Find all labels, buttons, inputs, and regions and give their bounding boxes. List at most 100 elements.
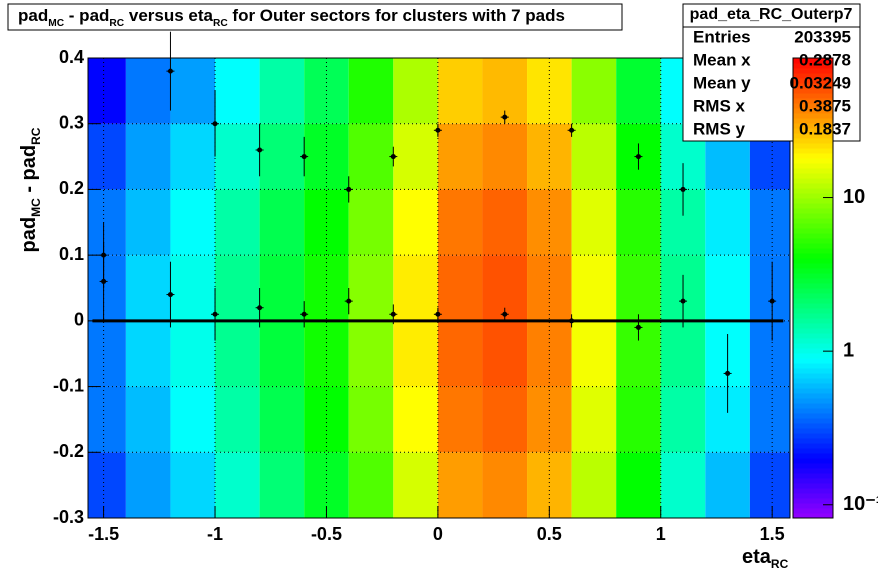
colorbar-strip bbox=[793, 153, 833, 159]
colorbar-strip bbox=[793, 473, 833, 479]
colorbar-strip bbox=[793, 73, 833, 79]
cell bbox=[348, 189, 394, 256]
cell bbox=[616, 189, 661, 256]
chart-title: padMC - padRC versus etaRC for Outer sec… bbox=[18, 6, 565, 28]
cell bbox=[749, 452, 790, 518]
cell bbox=[215, 452, 260, 518]
cell bbox=[482, 386, 528, 453]
point bbox=[212, 311, 218, 317]
cell bbox=[215, 255, 260, 321]
point bbox=[346, 298, 352, 304]
label-part: for Outer sectors for clusters with 7 pa… bbox=[228, 6, 565, 25]
cell bbox=[393, 386, 438, 453]
cell bbox=[170, 123, 216, 190]
cell bbox=[393, 189, 438, 256]
x-tick-label: -1.5 bbox=[88, 524, 119, 544]
colorbar-strip bbox=[793, 58, 833, 64]
stats-label: Mean x bbox=[693, 50, 751, 69]
point bbox=[101, 278, 107, 284]
cell bbox=[125, 189, 171, 256]
cell bbox=[437, 320, 483, 387]
colorbar-strip bbox=[793, 283, 833, 289]
colorbar-strip bbox=[793, 168, 833, 174]
colorbar-strip bbox=[793, 68, 833, 74]
colorbar-strip bbox=[793, 378, 833, 384]
colorbar-strip bbox=[793, 258, 833, 264]
cell bbox=[616, 58, 661, 124]
cell bbox=[348, 58, 394, 124]
colorbar-strip bbox=[793, 63, 833, 69]
cell bbox=[749, 255, 790, 321]
cell bbox=[125, 58, 171, 124]
cell bbox=[527, 123, 572, 190]
point bbox=[167, 68, 173, 74]
stats-value: 0.3875 bbox=[799, 96, 851, 115]
colorbar-strip bbox=[793, 503, 833, 509]
cell bbox=[215, 58, 260, 124]
cell bbox=[215, 189, 260, 256]
colorbar-strip bbox=[793, 88, 833, 94]
cell bbox=[88, 189, 126, 256]
colorbar-strip bbox=[793, 508, 833, 514]
colorbar-strip bbox=[793, 108, 833, 114]
colorbar-strip bbox=[793, 478, 833, 484]
x-tick-label: 1 bbox=[656, 524, 666, 544]
cell bbox=[348, 386, 394, 453]
x-tick-label: 0 bbox=[433, 524, 443, 544]
y-tick-label: -0.3 bbox=[53, 507, 84, 527]
colorbar-strip bbox=[793, 338, 833, 344]
cell bbox=[170, 320, 216, 387]
cell bbox=[304, 386, 349, 453]
y-tick-label: 0.1 bbox=[59, 244, 84, 264]
colorbar-strip bbox=[793, 208, 833, 214]
colorbar-strip bbox=[793, 363, 833, 369]
colorbar-strip bbox=[793, 373, 833, 379]
cell bbox=[437, 255, 483, 321]
z-tick-label: 10 bbox=[843, 186, 865, 208]
colorbar-strip bbox=[793, 278, 833, 284]
stats-title: pad_eta_RC_Outerp7 bbox=[690, 6, 853, 23]
cell bbox=[705, 452, 750, 518]
cell bbox=[527, 386, 572, 453]
y-tick-label: -0.1 bbox=[53, 375, 84, 395]
point bbox=[257, 305, 263, 311]
cell bbox=[571, 320, 617, 387]
cell bbox=[348, 123, 394, 190]
cell bbox=[705, 189, 750, 256]
cell bbox=[571, 189, 617, 256]
colorbar-strip bbox=[793, 83, 833, 89]
colorbar-strip bbox=[793, 293, 833, 299]
colorbar-strip bbox=[793, 343, 833, 349]
colorbar-strip bbox=[793, 198, 833, 204]
colorbar-strip bbox=[793, 448, 833, 454]
colorbar-strip bbox=[793, 203, 833, 209]
cell bbox=[88, 123, 126, 190]
cell bbox=[125, 255, 171, 321]
colorbar-strip bbox=[793, 383, 833, 389]
point bbox=[301, 311, 307, 317]
point bbox=[167, 292, 173, 298]
y-tick-label: 0.2 bbox=[59, 178, 84, 198]
x-tick-label: 0.5 bbox=[537, 524, 562, 544]
colorbar-strip bbox=[793, 268, 833, 274]
point bbox=[569, 318, 575, 324]
cell bbox=[170, 189, 216, 256]
x-tick-label: -0.5 bbox=[311, 524, 342, 544]
point bbox=[212, 121, 218, 127]
subscript: RC bbox=[213, 18, 228, 29]
cell bbox=[215, 320, 260, 387]
colorbar-strip bbox=[793, 443, 833, 449]
cell bbox=[437, 58, 483, 124]
colorbar-strip bbox=[793, 78, 833, 84]
colorbar-strip bbox=[793, 233, 833, 239]
cell bbox=[616, 386, 661, 453]
colorbar-strip bbox=[793, 228, 833, 234]
colorbar-strip bbox=[793, 308, 833, 314]
subscript: MC bbox=[48, 18, 64, 29]
cell bbox=[437, 189, 483, 256]
cell bbox=[304, 123, 349, 190]
label-part: eta bbox=[742, 546, 772, 568]
point bbox=[435, 311, 441, 317]
colorbar-strip bbox=[793, 248, 833, 254]
colorbar-strip bbox=[793, 488, 833, 494]
